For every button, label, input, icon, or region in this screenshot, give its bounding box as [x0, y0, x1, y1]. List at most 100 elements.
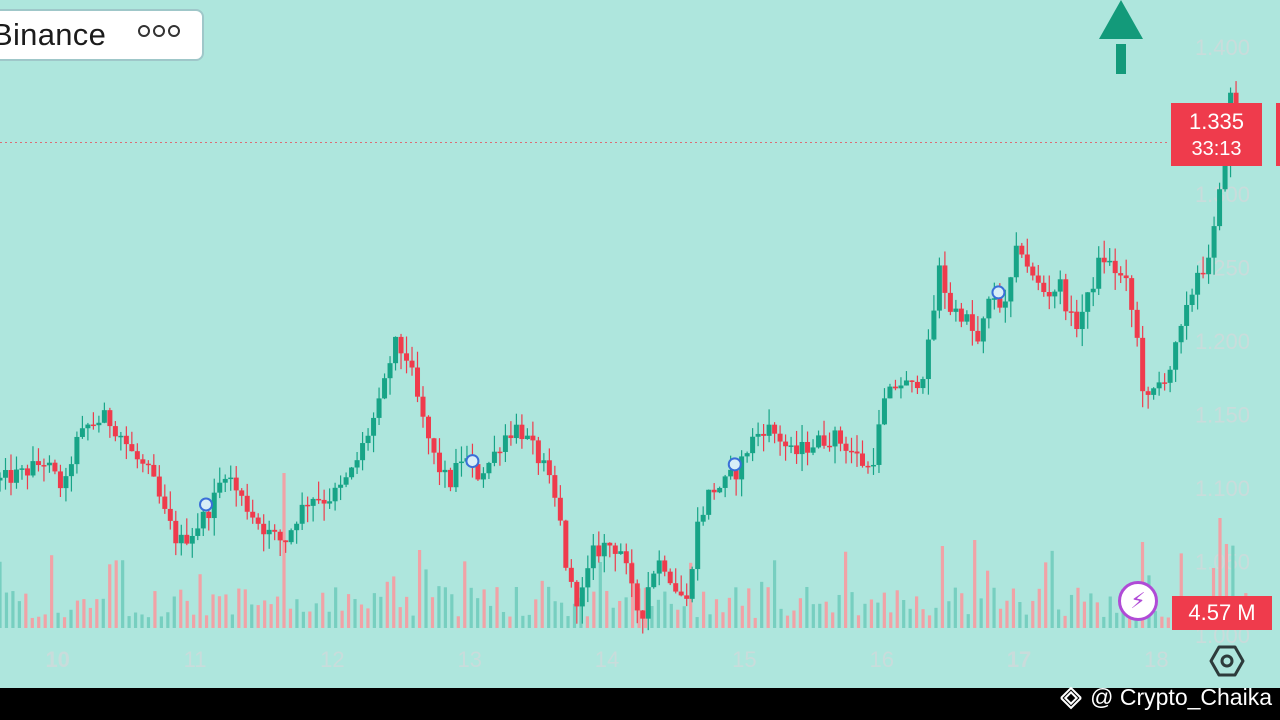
- candle-body: [79, 428, 85, 437]
- candle-body: [1118, 273, 1124, 276]
- candle-body: [497, 451, 503, 454]
- candle-body: [1079, 311, 1085, 330]
- candle-body: [1206, 257, 1212, 275]
- candle-body: [101, 410, 107, 423]
- x-tick-label: 14: [595, 647, 619, 672]
- volume-bar: [1224, 544, 1229, 628]
- volume-bar: [856, 615, 861, 628]
- x-tick-label: 15: [732, 647, 756, 672]
- candle-body: [266, 529, 272, 535]
- candle-body: [447, 469, 453, 488]
- volume-bar: [534, 599, 538, 628]
- candle-body: [13, 469, 19, 483]
- candle-body: [1140, 337, 1146, 392]
- candle-body: [755, 433, 761, 437]
- volume-bar: [340, 610, 344, 628]
- candle-body: [420, 396, 426, 417]
- volume-bar: [230, 614, 234, 628]
- candle-body: [1167, 369, 1173, 383]
- candle-body: [195, 528, 201, 536]
- candle-body: [991, 298, 997, 300]
- candle-body: [651, 573, 657, 588]
- candle-body: [365, 435, 371, 444]
- candle-body: [695, 521, 701, 570]
- candle-body: [1068, 311, 1074, 313]
- candle-body: [1063, 279, 1069, 312]
- volume-bar: [359, 604, 364, 628]
- volume-bar: [721, 612, 725, 628]
- volume-bar: [940, 546, 945, 628]
- candle-body: [805, 441, 811, 453]
- candle-body: [530, 435, 536, 441]
- volume-bar: [663, 591, 667, 628]
- candle-body: [19, 468, 25, 470]
- candle-body: [228, 477, 234, 480]
- price-label-edge: [1276, 103, 1280, 166]
- candle-body: [612, 545, 618, 554]
- x-tick-label: 17: [1007, 647, 1031, 672]
- more-dots-icon[interactable]: [135, 25, 180, 37]
- candle-body: [283, 540, 289, 543]
- candle-body: [486, 462, 492, 474]
- candle-body: [321, 499, 327, 504]
- candle-body: [1184, 304, 1190, 326]
- candle-body: [425, 416, 431, 439]
- candle-body: [35, 461, 41, 466]
- volume-bar: [353, 599, 357, 628]
- volume-bar: [727, 597, 732, 628]
- candle-body: [958, 308, 964, 322]
- candle-body: [645, 587, 651, 619]
- volume-bar: [146, 617, 151, 628]
- candle-body: [859, 453, 865, 466]
- candle-body: [305, 504, 311, 507]
- volume-bar: [50, 555, 54, 628]
- volume-bar: [327, 611, 331, 628]
- candle-body: [96, 422, 102, 426]
- candle-body: [931, 310, 937, 340]
- volume-bar: [947, 601, 951, 628]
- candle-body: [750, 436, 756, 454]
- volume-bar: [204, 615, 209, 628]
- candle-body: [596, 545, 602, 557]
- volume-bar: [121, 560, 125, 628]
- candle-body: [662, 560, 668, 572]
- candle-body: [393, 336, 399, 364]
- candle-body: [475, 464, 481, 480]
- candle-body: [178, 534, 184, 544]
- y-tick-label: 1.250: [1195, 255, 1250, 280]
- volume-bar: [366, 608, 370, 628]
- volume-bar: [986, 570, 990, 628]
- candle-body: [1112, 260, 1118, 274]
- lightning-icon[interactable]: ⚡: [1118, 581, 1158, 621]
- event-marker: [465, 454, 480, 469]
- volume-bar: [921, 609, 925, 628]
- candle-body: [1178, 325, 1184, 343]
- candle-body: [200, 511, 206, 529]
- volume-bar: [1115, 612, 1119, 628]
- candle-body: [1002, 301, 1008, 308]
- candle-body: [601, 542, 607, 557]
- settings-icon[interactable]: [1209, 643, 1245, 679]
- exchange-selector[interactable]: Binance: [0, 9, 204, 61]
- volume-bar: [1057, 609, 1061, 628]
- candle-body: [2, 470, 8, 478]
- candle-body: [942, 265, 948, 293]
- volume-bar: [824, 601, 828, 628]
- event-markers: [199, 285, 1006, 512]
- candle-body: [777, 433, 783, 442]
- candle-body: [552, 475, 558, 498]
- candle-body: [261, 523, 267, 535]
- candle-body: [1035, 275, 1041, 283]
- volume-bar: [95, 599, 99, 628]
- volume-bar: [456, 616, 460, 628]
- candle-body: [980, 318, 986, 342]
- volume-bar: [811, 604, 815, 628]
- volume-bar: [695, 617, 699, 628]
- candle-body: [123, 435, 129, 445]
- volume-bar: [650, 606, 654, 628]
- volume-bar: [1044, 562, 1048, 628]
- candle-body: [354, 460, 360, 468]
- candle-body: [250, 511, 256, 518]
- volume-bar: [559, 602, 564, 628]
